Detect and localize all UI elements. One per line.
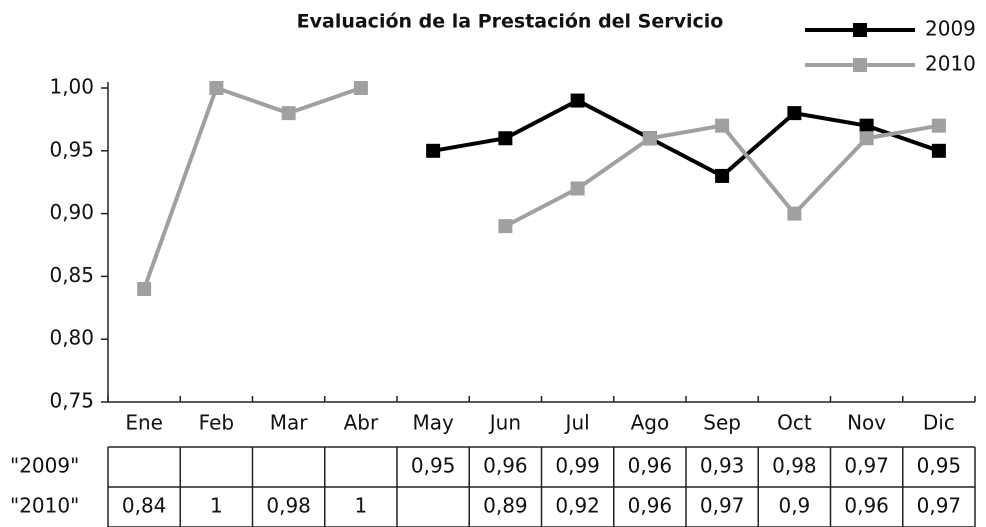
table-value: 0,95 (411, 454, 456, 478)
x-tick-label: Ene (125, 411, 163, 435)
table-value: 0,97 (844, 454, 889, 478)
y-tick-label: 0,95 (49, 137, 94, 161)
table-value: 0,89 (483, 494, 528, 518)
x-tick-label: Ago (631, 411, 670, 435)
point-marker (426, 143, 441, 158)
point-marker (931, 118, 946, 133)
x-tick-label: Abr (344, 411, 379, 435)
legend-label: 2009 (925, 17, 976, 41)
x-tick-label: Dic (923, 411, 955, 435)
y-tick-label: 0,85 (49, 263, 94, 287)
y-tick-label: 1,00 (49, 75, 94, 99)
x-tick-label: May (412, 411, 454, 435)
point-marker (715, 118, 730, 133)
table-value: 0,98 (266, 494, 311, 518)
table-value: 0,96 (483, 454, 528, 478)
point-marker (787, 106, 802, 121)
legend-label: 2010 (925, 52, 976, 76)
x-tick-label: Mar (270, 411, 309, 435)
point-marker (787, 206, 802, 221)
x-tick-label: Nov (847, 411, 886, 435)
table-row-label: "2010" (10, 494, 79, 518)
y-tick-label: 0,80 (49, 326, 94, 350)
table-value: 0,9 (778, 494, 810, 518)
table-value: 1 (355, 494, 368, 518)
y-tick-label: 0,90 (49, 200, 94, 224)
table-value: 0,97 (917, 494, 962, 518)
point-marker (859, 118, 874, 133)
point-marker (209, 81, 224, 95)
x-tick-label: Feb (199, 411, 234, 435)
legend-marker (853, 23, 867, 37)
point-marker (281, 106, 296, 121)
table-value: 0,96 (844, 494, 889, 518)
table-value: 0,96 (628, 454, 673, 478)
point-marker (353, 81, 368, 95)
table-value: 0,99 (555, 454, 600, 478)
point-marker (859, 131, 874, 146)
point-marker (570, 93, 585, 108)
table-value: 0,98 (772, 454, 817, 478)
point-marker (498, 131, 513, 146)
point-marker (642, 131, 657, 146)
table-value: 0,92 (555, 494, 600, 518)
point-marker (715, 168, 730, 183)
point-marker (137, 281, 152, 296)
table-row-label: "2009" (10, 454, 79, 478)
table-value: 0,95 (917, 454, 962, 478)
series-line (432, 98, 940, 179)
point-marker (570, 181, 585, 196)
table-value: 0,84 (122, 494, 167, 518)
x-tick-label: Jun (488, 411, 521, 435)
table-value: 0,96 (628, 494, 673, 518)
chart-title: Evaluación de la Prestación del Servicio (297, 11, 724, 33)
table-value: 0,93 (700, 454, 745, 478)
table-value: 1 (210, 494, 223, 518)
x-tick-label: Jul (564, 411, 590, 435)
point-marker (931, 143, 946, 158)
x-tick-label: Oct (777, 411, 812, 435)
x-tick-label: Sep (703, 411, 741, 435)
y-tick-label: 0,75 (49, 389, 94, 413)
table-value: 0,97 (700, 494, 745, 518)
point-marker (498, 219, 513, 234)
legend-marker (853, 58, 867, 72)
